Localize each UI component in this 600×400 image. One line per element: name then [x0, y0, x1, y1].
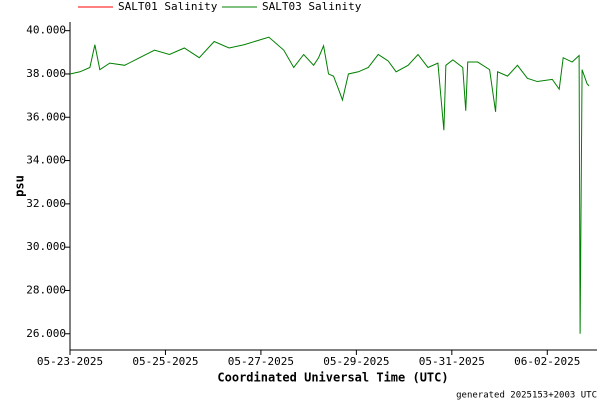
- series-line: [69, 36, 590, 334]
- x-tick-label: 05-31-2025: [419, 355, 485, 368]
- x-tick-label: 05-25-2025: [132, 355, 198, 368]
- footnote: generated 2025153+2003 UTC: [456, 391, 597, 400]
- legend-label: SALT01 Salinity: [118, 0, 218, 13]
- y-tick-label: 30.000: [26, 240, 66, 253]
- x-tick-label: 05-29-2025: [323, 355, 389, 368]
- y-axis-label: psu: [13, 175, 27, 197]
- y-tick-label: 32.000: [26, 197, 66, 210]
- y-tick-label: 36.000: [26, 110, 66, 123]
- y-tick-label: 40.000: [26, 24, 66, 37]
- x-tick-label: 05-23-2025: [37, 355, 103, 368]
- legend-label: SALT03 Salinity: [262, 0, 362, 13]
- x-tick-label: 06-02-2025: [514, 355, 580, 368]
- y-tick-label: 28.000: [26, 283, 66, 296]
- x-tick-label: 05-27-2025: [228, 355, 294, 368]
- y-tick-label: 38.000: [26, 67, 66, 80]
- x-axis-label: Coordinated Universal Time (UTC): [217, 371, 448, 385]
- y-tick-label: 34.000: [26, 154, 66, 167]
- y-tick-label: 26.000: [26, 327, 66, 340]
